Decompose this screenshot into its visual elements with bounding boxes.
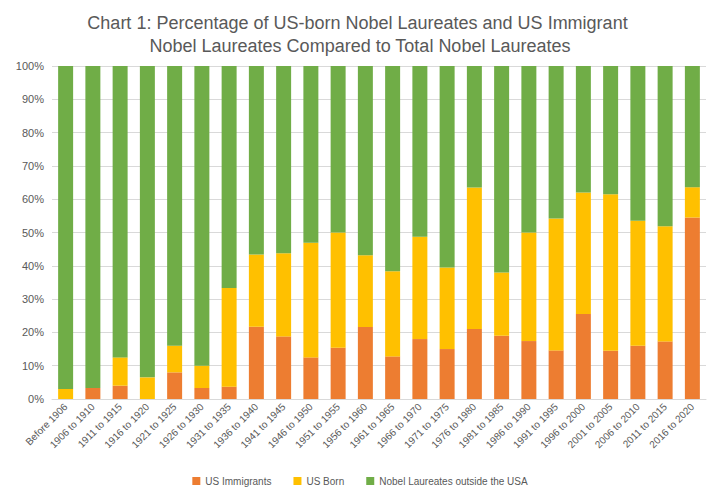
svg-text:70%: 70% [22, 160, 44, 172]
svg-text:1946 to 1950: 1946 to 1950 [265, 401, 315, 451]
svg-text:1916 to 1920: 1916 to 1920 [102, 401, 152, 451]
svg-text:10%: 10% [22, 360, 44, 372]
svg-text:40%: 40% [22, 260, 44, 272]
svg-text:1941 to 1945: 1941 to 1945 [238, 401, 288, 451]
svg-text:0%: 0% [28, 393, 44, 405]
svg-text:1956 to 1960: 1956 to 1960 [320, 401, 370, 451]
svg-text:100%: 100% [16, 60, 44, 72]
svg-text:1936 to 1940: 1936 to 1940 [211, 401, 261, 451]
svg-text:50%: 50% [22, 227, 44, 239]
svg-text:2011 to 2015: 2011 to 2015 [620, 401, 669, 450]
svg-text:Nobel Laureates Compared to To: Nobel Laureates Compared to Total Nobel … [150, 36, 571, 56]
svg-text:1976 to 1980: 1976 to 1980 [429, 401, 479, 451]
svg-text:US Born: US Born [306, 476, 344, 487]
svg-text:1991 to 1995: 1991 to 1995 [511, 401, 560, 451]
svg-text:1986 to 1990: 1986 to 1990 [483, 401, 533, 451]
svg-text:1961 to 1965: 1961 to 1965 [347, 401, 397, 451]
svg-text:1926 to 1930: 1926 to 1930 [156, 401, 206, 451]
svg-text:1931 to 1935: 1931 to 1935 [184, 401, 233, 451]
svg-text:2006 to 2010: 2006 to 2010 [592, 401, 642, 451]
svg-text:2001 to 2005: 2001 to 2005 [565, 401, 615, 451]
svg-text:1911 to 1915: 1911 to 1915 [75, 401, 124, 450]
svg-text:20%: 20% [22, 326, 44, 338]
svg-text:1996 to 2000: 1996 to 2000 [538, 401, 588, 451]
svg-text:Chart 1: Percentage of US-born: Chart 1: Percentage of US-born Nobel Lau… [87, 13, 632, 33]
svg-text:US Immigrants: US Immigrants [205, 476, 271, 487]
svg-text:1951 to 1955: 1951 to 1955 [293, 401, 342, 451]
svg-text:90%: 90% [22, 93, 44, 105]
svg-text:Nobel Laureates outside the US: Nobel Laureates outside the USA [379, 476, 528, 487]
svg-text:2016 to 2020: 2016 to 2020 [647, 401, 696, 450]
svg-text:Before 1906: Before 1906 [23, 401, 70, 448]
svg-text:80%: 80% [22, 127, 44, 139]
svg-text:1921 to 1925: 1921 to 1925 [129, 401, 179, 451]
svg-text:1966 to 1970: 1966 to 1970 [374, 401, 424, 451]
svg-text:1971 to 1975: 1971 to 1975 [402, 401, 451, 451]
svg-text:30%: 30% [22, 293, 44, 305]
svg-text:1906 to 1910: 1906 to 1910 [47, 401, 97, 451]
svg-text:60%: 60% [22, 193, 44, 205]
svg-text:1981 to 1985: 1981 to 1985 [456, 401, 506, 451]
